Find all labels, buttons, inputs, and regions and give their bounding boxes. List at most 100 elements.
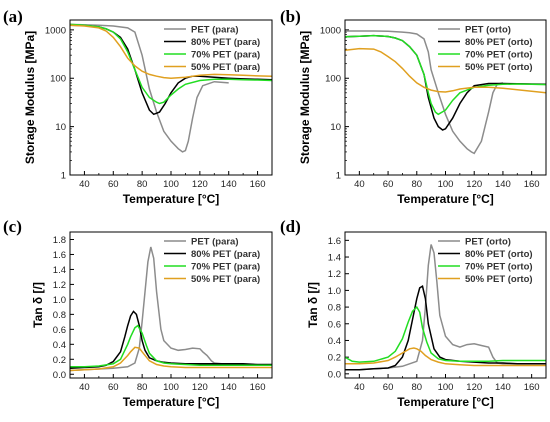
legend-entry: 80% PET (para) (191, 37, 260, 48)
x-tick-label: 80 (411, 179, 422, 190)
x-tick-label: 60 (108, 179, 119, 190)
series-line-1 (345, 244, 546, 371)
plot-frame (344, 231, 547, 379)
y-axis-label: Storage Modulus [MPa] (298, 31, 312, 164)
legend-entry: 50% PET (para) (191, 62, 260, 73)
y-axis-label: Tan δ [/] (31, 282, 45, 328)
x-tick-label: 160 (250, 382, 266, 393)
legend-entry: 80% PET (orto) (465, 37, 533, 48)
y-tick-label: 0.0 (328, 369, 341, 380)
series-line-4 (345, 47, 546, 94)
series-line-2 (345, 285, 546, 371)
x-tick-label: 80 (411, 382, 422, 393)
y-tick-label: 10 (330, 122, 341, 133)
chart-panel-2: (b) 40 60 80 100 120 140 160 1 10 100 1000 Temperatu… (280, 7, 547, 206)
legend-entry: 80% PET (para) (191, 249, 260, 260)
series-line-3 (70, 324, 272, 368)
legend-entry: PET (orto) (465, 237, 511, 248)
legend-entry: PET (para) (191, 237, 239, 248)
x-tick-label: 40 (79, 382, 90, 393)
y-tick-label: 1.6 (53, 250, 66, 261)
y-tick-label: 0.4 (53, 340, 66, 351)
legend-entry: PET (para) (191, 25, 239, 36)
x-tick-label: 40 (79, 179, 90, 190)
panel-label: (c) (3, 217, 22, 236)
y-tick-label: 0.2 (53, 355, 66, 366)
plot-frame (69, 231, 273, 379)
y-tick-label: 0.0 (53, 370, 66, 381)
y-tick-label: 100 (325, 74, 341, 85)
series-line-1 (70, 23, 229, 153)
x-tick-label: 160 (524, 382, 540, 393)
legend-entry: 70% PET (para) (191, 50, 260, 61)
x-tick-label: 120 (466, 179, 482, 190)
y-tick-label: 1.8 (53, 235, 66, 246)
y-tick-label: 0.8 (328, 303, 341, 314)
x-axis-label: Temperature [°C] (123, 395, 220, 409)
y-tick-label: 100 (50, 74, 66, 85)
series-line-4 (70, 24, 272, 79)
x-tick-label: 60 (108, 382, 119, 393)
legend-entry: 80% PET (orto) (465, 249, 533, 260)
x-tick-label: 40 (354, 382, 365, 393)
x-tick-label: 100 (163, 179, 179, 190)
x-tick-label: 100 (438, 179, 454, 190)
x-tick-label: 140 (495, 179, 511, 190)
series-line-1 (345, 30, 504, 155)
legend-entry: 50% PET (orto) (465, 274, 533, 285)
series-line-4 (345, 347, 546, 367)
legend-entry: 70% PET (para) (191, 262, 260, 273)
legend-entry: PET (orto) (465, 25, 511, 36)
series-line-2 (70, 310, 272, 370)
x-tick-label: 100 (163, 382, 179, 393)
x-tick-label: 100 (438, 382, 454, 393)
plot-frame (69, 19, 273, 176)
x-axis-label: Temperature [°C] (397, 192, 494, 206)
series-line-1 (70, 246, 229, 372)
y-tick-label: 0.6 (53, 325, 66, 336)
y-tick-label: 0.2 (328, 353, 341, 364)
panel-label: (a) (3, 7, 23, 26)
legend-entry: 50% PET (para) (191, 274, 260, 285)
y-tick-label: 0.8 (53, 310, 66, 321)
y-tick-label: 10 (55, 122, 66, 133)
y-tick-label: 1000 (320, 25, 341, 36)
y-axis-label: Tan δ [/] (306, 282, 320, 328)
series-line-3 (345, 34, 546, 116)
x-tick-label: 160 (250, 179, 266, 190)
y-tick-label: 1.2 (328, 269, 341, 280)
y-tick-label: 1 (336, 171, 341, 182)
y-tick-label: 0.4 (328, 336, 341, 347)
x-tick-label: 160 (524, 179, 540, 190)
x-axis-label: Temperature [°C] (397, 395, 494, 409)
x-tick-label: 80 (137, 179, 148, 190)
legend-entry: 70% PET (orto) (465, 262, 533, 273)
plot-frame (344, 19, 547, 176)
y-tick-label: 1.6 (328, 236, 341, 247)
panel-label: (b) (280, 7, 301, 26)
x-tick-label: 60 (383, 179, 394, 190)
x-tick-label: 120 (192, 179, 208, 190)
x-tick-label: 140 (221, 179, 237, 190)
series-line-3 (345, 305, 546, 363)
y-tick-label: 1000 (45, 25, 66, 36)
x-tick-label: 120 (466, 382, 482, 393)
x-tick-label: 120 (192, 382, 208, 393)
y-tick-label: 0.6 (328, 319, 341, 330)
legend-entry: 50% PET (orto) (465, 62, 533, 73)
series-line-4 (70, 346, 272, 372)
series-line-3 (70, 23, 272, 105)
y-tick-label: 1.0 (53, 295, 66, 306)
x-tick-label: 140 (495, 382, 511, 393)
y-axis-label: Storage Modulus [MPa] (23, 31, 37, 164)
x-tick-label: 60 (383, 382, 394, 393)
x-tick-label: 80 (137, 382, 148, 393)
y-tick-label: 1.4 (328, 253, 341, 264)
panel-label: (d) (280, 217, 301, 236)
legend-entry: 70% PET (orto) (465, 50, 533, 61)
y-tick-label: 1 (61, 171, 66, 182)
x-axis-label: Temperature [°C] (123, 192, 220, 206)
y-tick-label: 1.0 (328, 286, 341, 297)
chart-panel-3: (c) 40 60 80 100 120 140 160 0.0 0.2 0.4 0.6 0.8 1.0 1… (3, 217, 273, 409)
